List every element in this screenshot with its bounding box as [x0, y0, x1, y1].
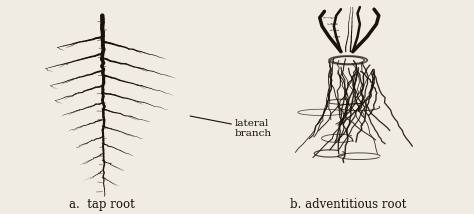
Text: a.  tap root: a. tap root: [69, 198, 135, 211]
Text: b. adventitious root: b. adventitious root: [290, 198, 406, 211]
Text: lateral
branch: lateral branch: [190, 116, 272, 138]
